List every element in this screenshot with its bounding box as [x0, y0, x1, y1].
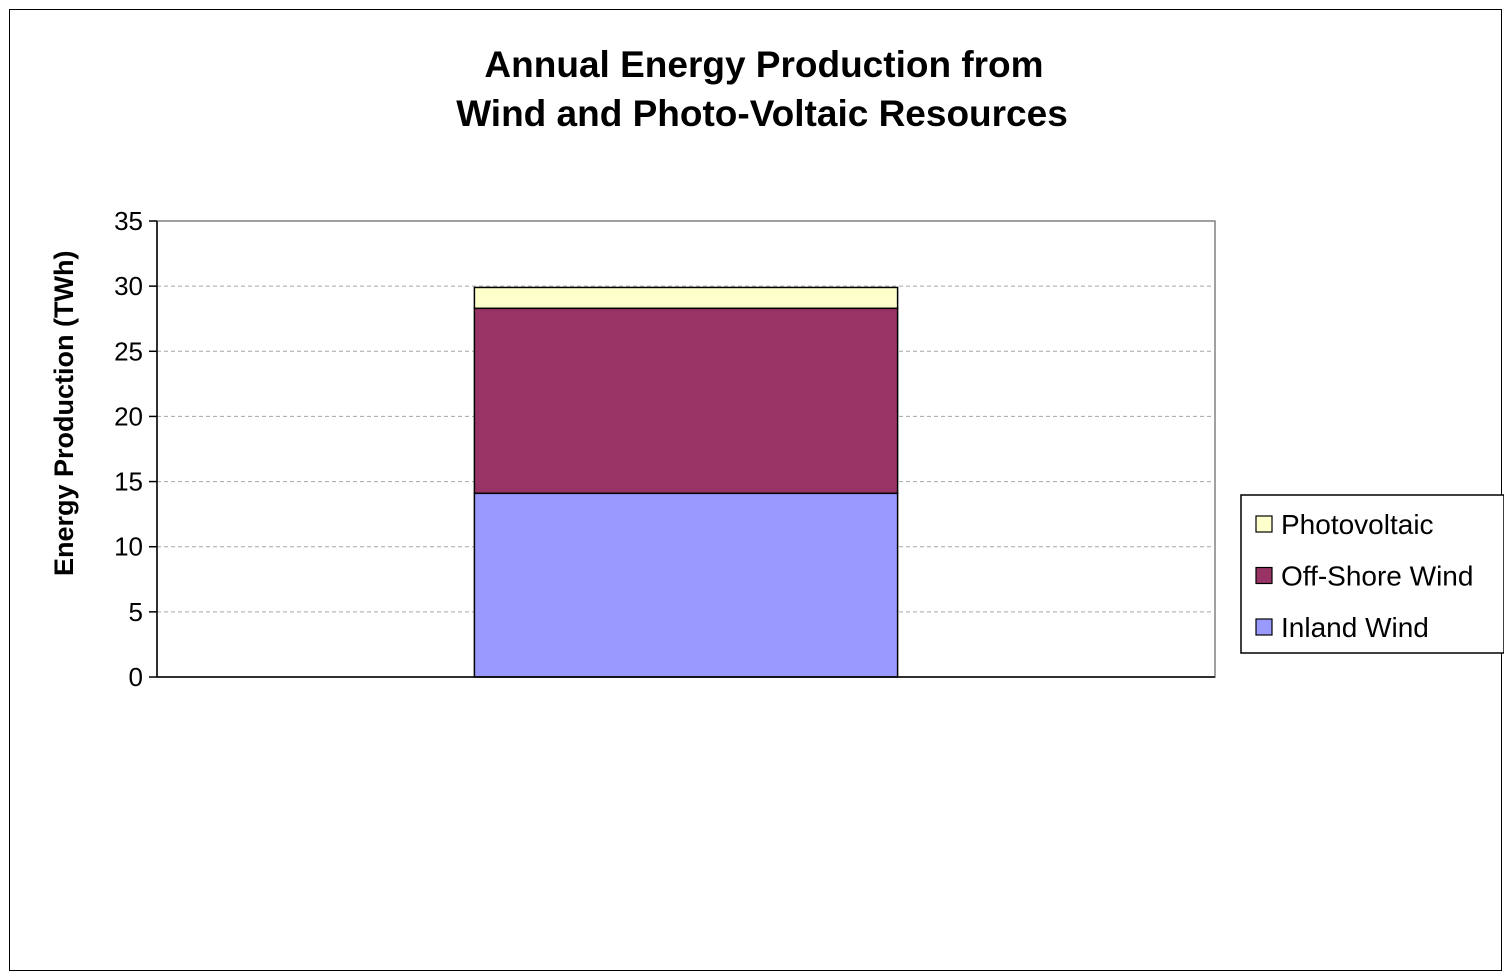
chart-title: Annual Energy Production from Wind and P…: [456, 44, 1068, 134]
y-tick-label: 0: [129, 662, 143, 692]
y-tick-label: 5: [129, 597, 143, 627]
bar-segment-inland-wind: [473, 492, 899, 678]
legend-label-inland-wind: Inland Wind: [1281, 612, 1429, 643]
legend-label-photovoltaic: Photovoltaic: [1281, 509, 1434, 540]
legend-swatch-inland-wind: [1255, 618, 1273, 636]
legend-box: [1240, 494, 1504, 654]
y-tick-label: 10: [114, 532, 143, 562]
y-tick-label: 35: [114, 206, 143, 236]
bar-stack: [473, 286, 899, 678]
legend: Photovoltaic Off-Shore Wind Inland Wind: [1240, 494, 1504, 654]
chart-title-line-2: Wind and Photo-Voltaic Resources: [456, 93, 1068, 134]
y-tick-label: 15: [114, 467, 143, 497]
bar-segment-photovoltaic: [473, 286, 899, 310]
y-tick-label: 25: [114, 336, 143, 366]
y-axis-label: Energy Production (TWh): [49, 251, 79, 576]
y-tick-label: 30: [114, 271, 143, 301]
y-tick-label: 20: [114, 401, 143, 431]
chart-title-line-1: Annual Energy Production from: [484, 44, 1043, 85]
bar-segment-off-shore-wind: [473, 307, 899, 495]
legend-swatch-off-shore-wind: [1255, 566, 1273, 585]
y-axis-ticks: 0 5 10 15 20 25 30 35: [114, 206, 157, 692]
legend-label-off-shore-wind: Off-Shore Wind: [1281, 561, 1473, 592]
legend-swatch-photovoltaic: [1255, 515, 1273, 533]
